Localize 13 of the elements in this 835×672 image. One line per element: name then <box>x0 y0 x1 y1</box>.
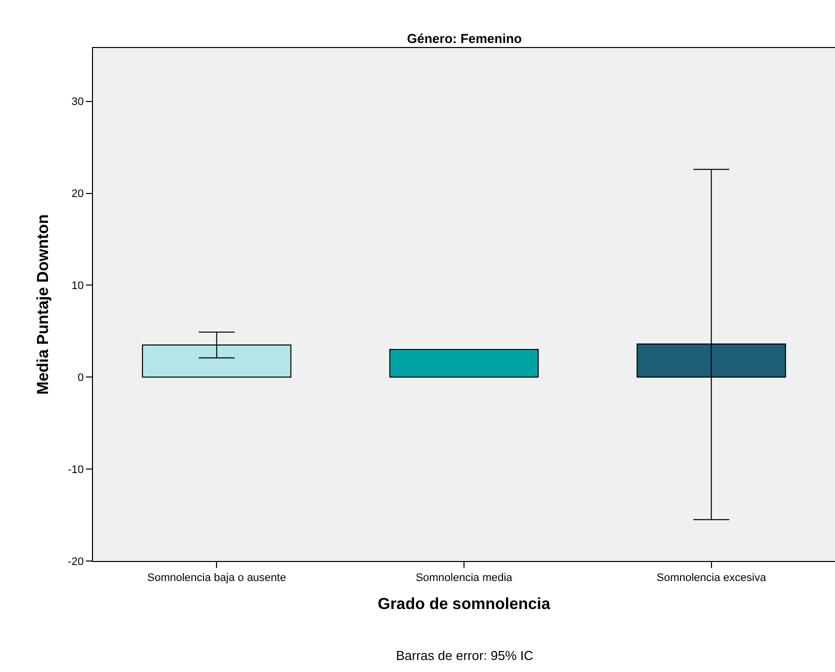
x-tick-label: Somnolencia baja o ausente <box>147 572 286 584</box>
y-tick-label: 20 <box>72 188 84 200</box>
x-axis-title: Grado de somnolencia <box>378 596 550 613</box>
y-tick-label: 30 <box>72 96 84 108</box>
text: Barras de error: 95% IC <box>396 648 534 663</box>
y-axis-title: Media Puntaje Downton <box>34 214 52 395</box>
y-tick-label: -10 <box>68 464 84 476</box>
x-tick-label: Somnolencia excesiva <box>656 572 767 584</box>
chart-title: Género: Femenino <box>407 31 522 46</box>
y-tick-label: 10 <box>72 280 84 292</box>
y-tick-label: 0 <box>78 372 84 384</box>
y-tick-label: -20 <box>68 556 84 568</box>
x-tick-label: Somnolencia media <box>416 572 514 584</box>
